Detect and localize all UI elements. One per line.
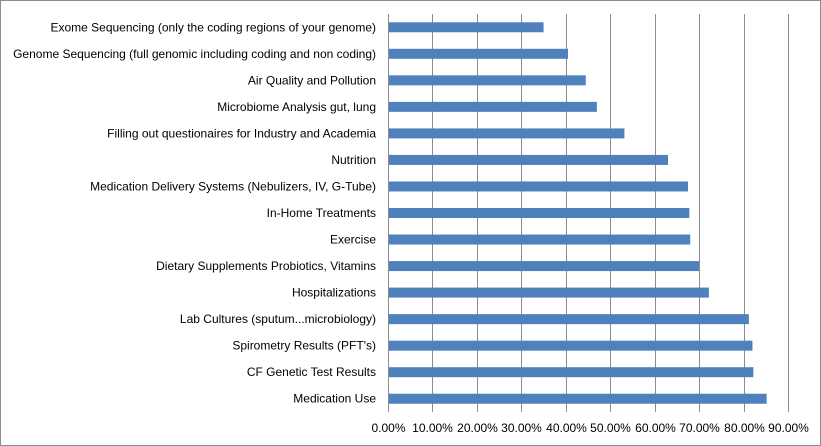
- category-label: Exercise: [330, 233, 376, 247]
- category-label: Medication Use: [293, 392, 376, 406]
- x-tick-label: 10.00%: [412, 421, 453, 435]
- bar: [389, 314, 749, 325]
- category-label: Spirometry Results (PFT's): [232, 339, 376, 353]
- bar: [389, 48, 568, 59]
- x-tick-label: 40.00%: [546, 421, 587, 435]
- category-label: Air Quality and Pollution: [248, 73, 376, 87]
- bar: [389, 261, 700, 272]
- bar: [389, 208, 690, 218]
- category-label: Lab Cultures (sputum...microbiology): [180, 312, 376, 326]
- category-labels: Medication Use CF Genetic Test Results Spi…: [13, 20, 376, 405]
- x-tick-label: 60.00%: [635, 421, 676, 435]
- x-tick-label: 20.00%: [457, 421, 498, 435]
- x-tick-label: 70.00%: [679, 421, 720, 435]
- bar: [389, 234, 691, 245]
- category-label: Exome Sequencing (only the coding region…: [50, 20, 376, 34]
- category-label: Medication Delivery Systems (Nebulizers,…: [90, 179, 376, 193]
- bar: [389, 367, 754, 378]
- bar: [389, 75, 586, 86]
- x-tick-label: 30.00%: [501, 421, 542, 435]
- category-label: CF Genetic Test Results: [247, 365, 376, 379]
- category-label: Filling out questionaires for Industry a…: [107, 126, 376, 140]
- bar: [389, 128, 625, 139]
- bar: [389, 287, 709, 298]
- x-tick-label: 50.00%: [590, 421, 631, 435]
- category-label: Microbiome Analysis gut, lung: [217, 100, 376, 114]
- category-label: Nutrition: [331, 153, 376, 167]
- category-label: Genome Sequencing (full genomic includin…: [13, 47, 376, 61]
- bar: [389, 340, 753, 351]
- bar: [389, 154, 668, 165]
- category-label: Hospitalizations: [292, 286, 376, 300]
- x-tick-label: 0.00%: [371, 421, 405, 435]
- bars: [389, 22, 767, 404]
- x-tick-labels: 0.00% 10.00% 20.00% 30.00% 40.00% 50.00% 60.00…: [371, 421, 809, 435]
- bar: [389, 101, 597, 112]
- bar: [389, 181, 688, 192]
- bar: [389, 393, 767, 404]
- category-label: In-Home Treatments: [267, 206, 376, 220]
- x-tick-label: 90.00%: [768, 421, 809, 435]
- bar: [389, 22, 544, 33]
- x-tick-label: 80.00%: [724, 421, 765, 435]
- category-label: Dietary Supplements Probiotics, Vitamins: [156, 259, 376, 273]
